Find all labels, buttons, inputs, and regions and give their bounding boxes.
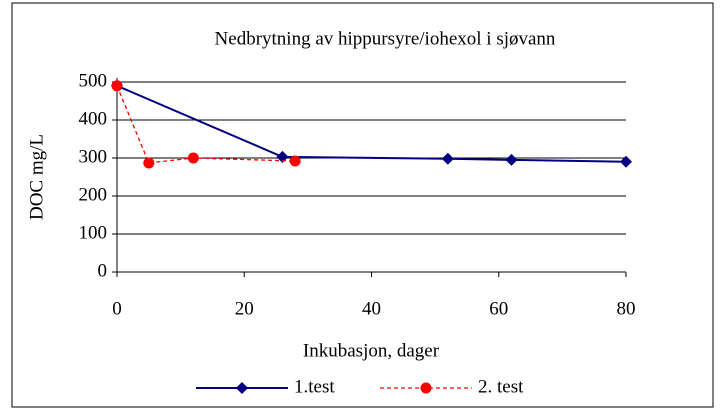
x-tick-label: 0 bbox=[112, 298, 122, 319]
legend-marker bbox=[420, 382, 432, 394]
y-tick-label: 500 bbox=[79, 70, 108, 91]
y-tick-label: 0 bbox=[98, 260, 108, 281]
series-line bbox=[116, 85, 296, 164]
chart-title: Nedbrytning av hippursyre/iohexol i sjøv… bbox=[215, 28, 556, 49]
y-tick-label: 300 bbox=[79, 146, 108, 167]
x-tick-label: 20 bbox=[235, 298, 254, 319]
data-point bbox=[143, 157, 155, 169]
x-axis-label: Inkubasjon, dager bbox=[303, 340, 440, 361]
x-tick-label: 80 bbox=[617, 298, 636, 319]
legend-label: 2. test bbox=[478, 376, 524, 397]
x-tick-label: 60 bbox=[489, 298, 508, 319]
legend-label: 1.test bbox=[294, 376, 335, 397]
data-point bbox=[276, 150, 289, 163]
data-point bbox=[187, 152, 199, 164]
data-point bbox=[111, 80, 123, 92]
y-axis-label: DOC mg/L bbox=[26, 134, 47, 220]
y-tick-label: 200 bbox=[79, 184, 108, 205]
data-point bbox=[289, 155, 301, 167]
y-tick-label: 100 bbox=[79, 222, 108, 243]
y-tick-label: 400 bbox=[79, 108, 108, 129]
data-point bbox=[620, 155, 632, 168]
legend-marker bbox=[236, 382, 248, 394]
data-point bbox=[441, 152, 454, 165]
chart-border bbox=[11, 2, 714, 408]
x-tick-label: 40 bbox=[362, 298, 381, 319]
data-point bbox=[505, 153, 518, 166]
